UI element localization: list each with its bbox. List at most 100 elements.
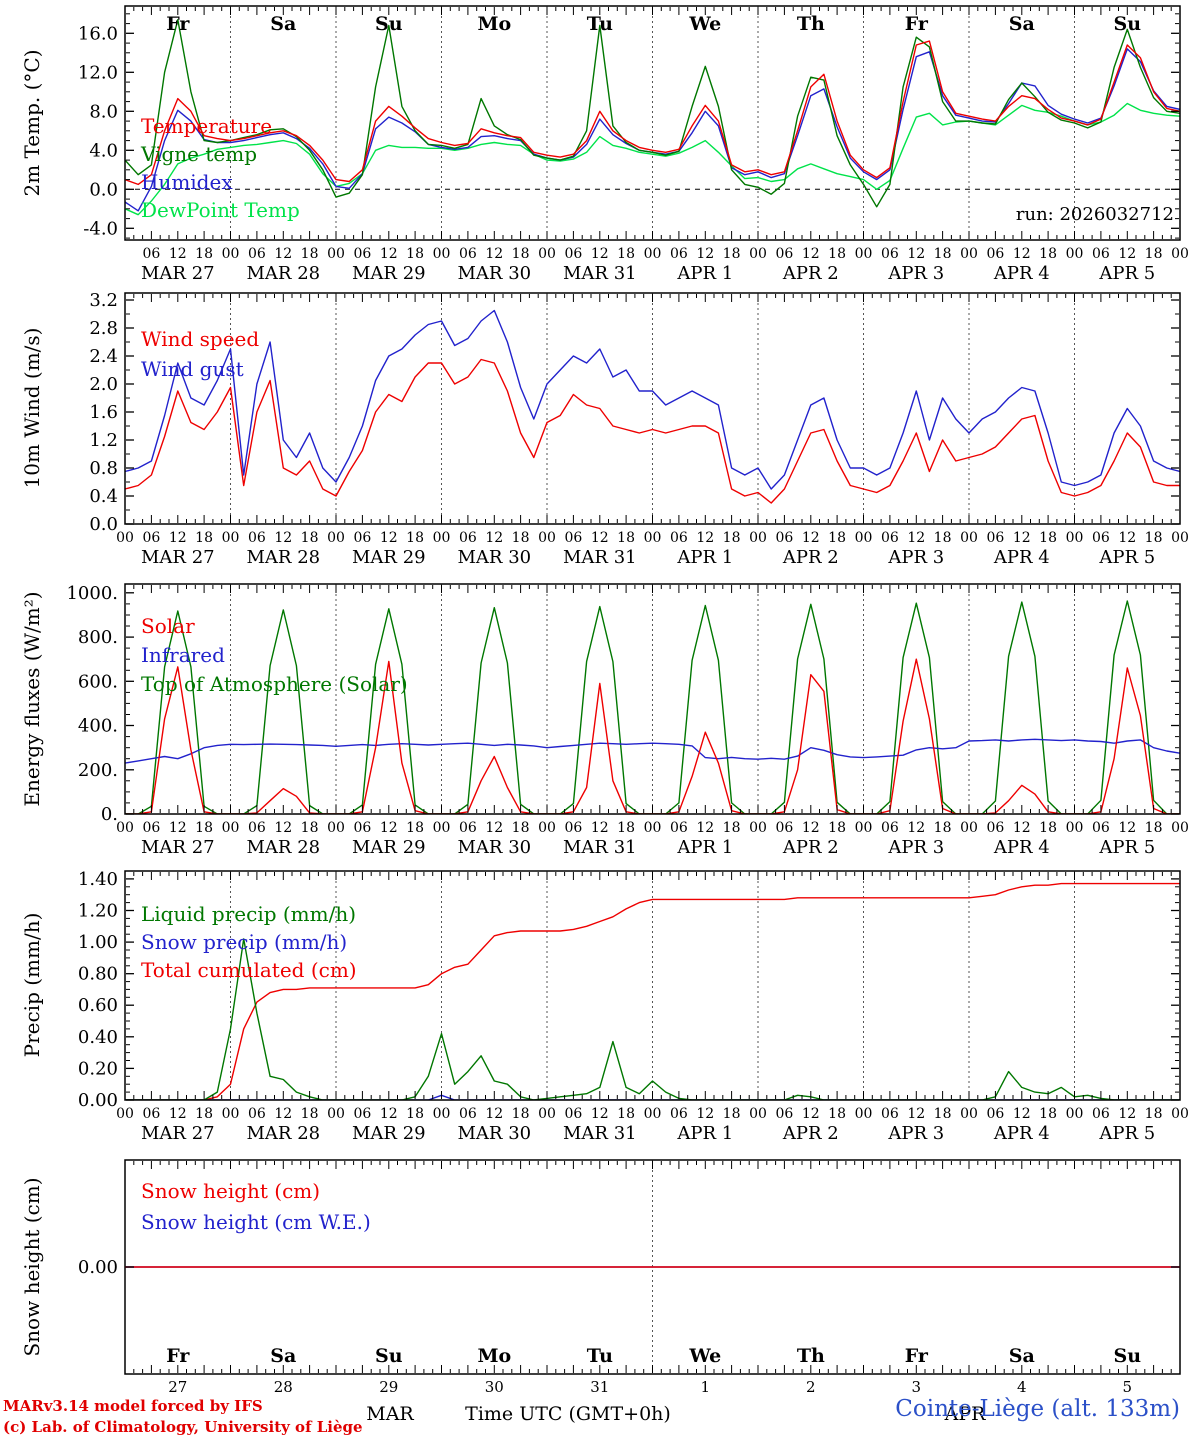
hour-label: 00 <box>1066 530 1084 546</box>
hour-label: 18 <box>1039 246 1057 262</box>
hour-label: 00 <box>749 820 767 836</box>
legend-humidex: Humidex <box>141 170 233 194</box>
hour-label: 06 <box>670 530 688 546</box>
time-axis-title: Time UTC (GMT+0h) <box>465 1403 671 1425</box>
y-tick-label: 2.8 <box>89 318 118 339</box>
hour-label: 06 <box>248 820 266 836</box>
hour-label: 06 <box>775 1106 793 1122</box>
hour-label: 18 <box>1145 246 1163 262</box>
date-label: MAR 28 <box>246 547 320 568</box>
hour-label: 12 <box>169 820 187 836</box>
hour-label: 18 <box>195 1106 213 1122</box>
hour-label: 00 <box>644 530 662 546</box>
date-label: MAR 29 <box>352 547 426 568</box>
hour-label: 00 <box>749 1106 767 1122</box>
day-of-week-label: Sa <box>270 13 296 35</box>
hour-label: 06 <box>564 820 582 836</box>
hour-label: 12 <box>907 246 925 262</box>
date-label: MAR 30 <box>457 547 531 568</box>
hour-label: 00 <box>855 820 873 836</box>
hour-label: 18 <box>1039 1106 1057 1122</box>
hour-label: 00 <box>1066 820 1084 836</box>
day-of-week-label: Fr <box>905 13 929 35</box>
day-of-week-label: We <box>688 13 721 35</box>
legend-infrared: Infrared <box>141 643 225 667</box>
panel-wind: 0.0 0.4 0.8 1.2 1.6 2.0 2.4 2.8 3.2 00 06 12 18 00 06 1… <box>89 290 1189 568</box>
hour-label: 06 <box>459 246 477 262</box>
date-label: APR 2 <box>782 547 839 568</box>
series-total-cumulated-cm- <box>125 882 1180 1100</box>
hour-label: 12 <box>696 246 714 262</box>
y-tick-label: 1000. <box>66 583 118 604</box>
date-label: APR 3 <box>887 263 944 284</box>
y-axis-title-temperature: 2m Temp. (°C) <box>20 49 44 197</box>
series-temperature <box>125 40 1180 186</box>
model-credit-line-2: (c) Lab. of Climatology, University of L… <box>3 1418 363 1436</box>
hour-label: 00 <box>222 820 240 836</box>
y-axis-title-energy: Energy fluxes (W/m²) <box>20 591 44 807</box>
panel-snow: 0.00 Fr Sa Su Mo Tu We Th Fr Sa Su 27 28 29 30 31 1 2 3 4 5 <box>78 1159 1181 1396</box>
hour-label: 06 <box>986 820 1004 836</box>
hour-label: 06 <box>670 820 688 836</box>
hour-label: 00 <box>1066 246 1084 262</box>
hour-label: 06 <box>142 530 160 546</box>
hour-label: 06 <box>1092 1106 1110 1122</box>
y-tick-label: 600. <box>78 671 118 692</box>
hour-label: 18 <box>195 530 213 546</box>
hour-label: 12 <box>274 1106 292 1122</box>
hour-label: 00 <box>327 820 345 836</box>
hour-label: 12 <box>591 530 609 546</box>
hour-label: 00 <box>960 1106 978 1122</box>
day-number-label: 4 <box>1017 1378 1027 1396</box>
y-axis-title-precip: Precip (mm/h) <box>20 912 44 1058</box>
hour-label: 12 <box>802 246 820 262</box>
day-of-week-label: Su <box>1114 1345 1142 1367</box>
hour-label: 18 <box>406 530 424 546</box>
day-number-label: 28 <box>274 1378 293 1396</box>
hour-label: 06 <box>248 530 266 546</box>
hour-label: 00 <box>1066 1106 1084 1122</box>
hour-label: 18 <box>195 820 213 836</box>
legend-energy-panel: Solar Infrared Top of Atmosphere (Solar) <box>141 612 408 699</box>
day-of-week-label: Su <box>375 1345 403 1367</box>
hour-label: 18 <box>1039 820 1057 836</box>
hour-label: 18 <box>723 246 741 262</box>
hour-label: 12 <box>169 246 187 262</box>
hour-label: 06 <box>353 1106 371 1122</box>
hour-label: 18 <box>723 1106 741 1122</box>
hour-label: 00 <box>538 1106 556 1122</box>
hour-label: 06 <box>459 530 477 546</box>
y-tick-label: 2.4 <box>89 346 118 367</box>
hour-label: 12 <box>274 820 292 836</box>
date-label: MAR 30 <box>457 1123 531 1144</box>
hour-label: 18 <box>617 1106 635 1122</box>
hour-label: 18 <box>934 820 952 836</box>
hour-label: 12 <box>907 530 925 546</box>
hour-label: 06 <box>564 1106 582 1122</box>
date-label: MAR 28 <box>246 837 320 858</box>
day-number-label: 27 <box>168 1378 187 1396</box>
hour-label: 06 <box>142 1106 160 1122</box>
hour-label: 00 <box>327 1106 345 1122</box>
date-label: MAR 28 <box>246 263 320 284</box>
hour-label: 06 <box>881 530 899 546</box>
y-tick-label: 0.0 <box>89 514 118 535</box>
hour-label: 12 <box>802 1106 820 1122</box>
hour-label: 00 <box>327 530 345 546</box>
day-of-week-label: Tu <box>587 13 613 35</box>
series-dewpoint-temp <box>125 102 1180 216</box>
legend-precip-panel: Liquid precip (mm/h) Snow precip (mm/h) … <box>141 900 357 984</box>
y-tick-label: 0.0 <box>89 179 118 200</box>
y-tick-label: 1.20 <box>78 900 118 921</box>
day-of-week-label: Th <box>797 1345 825 1367</box>
hour-label: 12 <box>1013 246 1031 262</box>
date-label: MAR 29 <box>352 1123 426 1144</box>
hour-label: 06 <box>775 246 793 262</box>
hour-label: 00 <box>1171 246 1189 262</box>
hour-label: 06 <box>142 246 160 262</box>
y-tick-label: 8.0 <box>89 101 118 122</box>
hour-label: 18 <box>512 246 530 262</box>
hour-label: 12 <box>1118 530 1136 546</box>
hour-label: 00 <box>222 530 240 546</box>
series-infrared <box>125 738 1180 764</box>
